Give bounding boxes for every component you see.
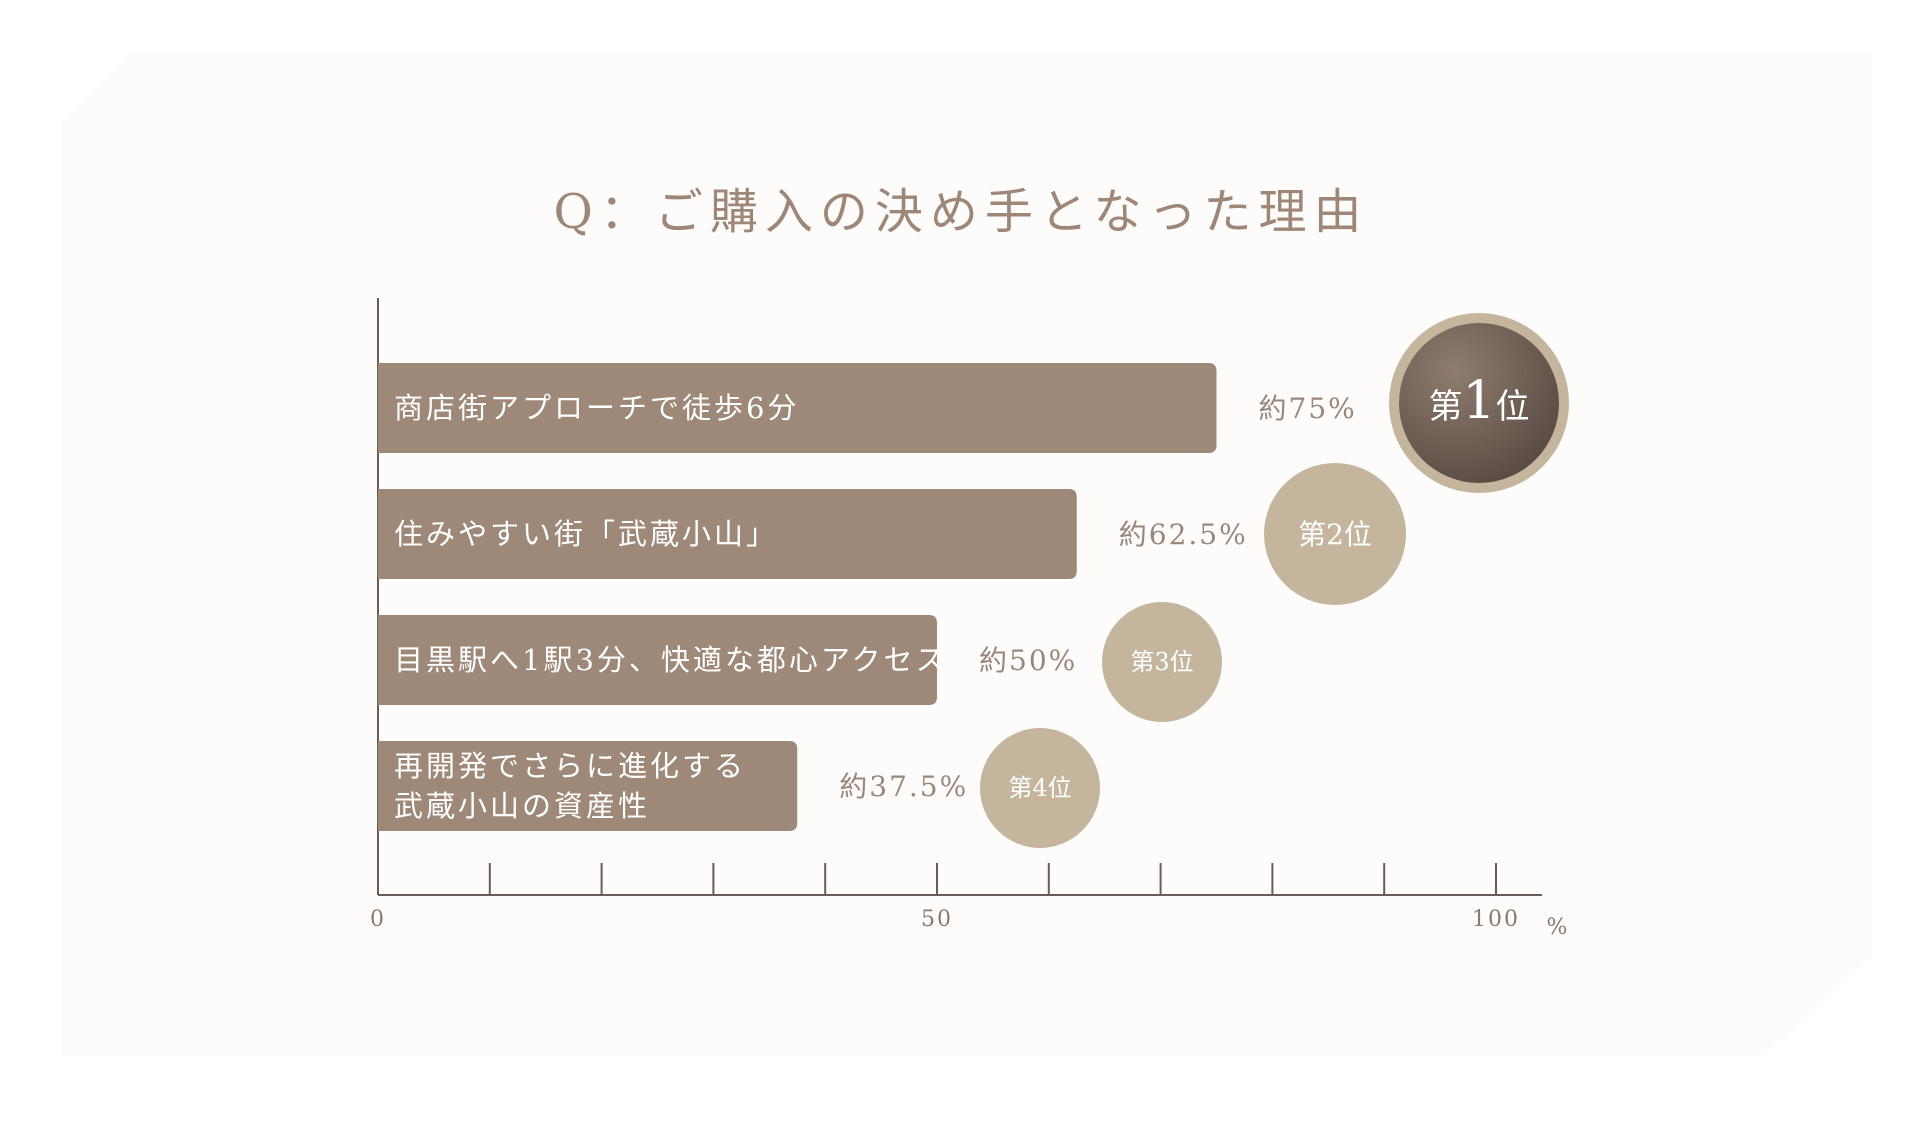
- bar-category-label: 商店街アプローチで徒歩6分: [394, 391, 799, 425]
- bar: [378, 363, 1217, 453]
- bar-category-label: 武蔵小山の資産性: [394, 789, 650, 823]
- x-tick-label: 0: [370, 907, 386, 932]
- bar-value-label: 約62.5%: [1119, 518, 1248, 551]
- x-tick-label: 50: [921, 907, 953, 932]
- bar: [378, 741, 798, 831]
- rank-badge: [1264, 463, 1406, 605]
- rank-badge: [980, 728, 1100, 848]
- rank-badge: [1399, 323, 1559, 483]
- bar-value-label: 約37.5%: [839, 770, 968, 803]
- bar: [378, 489, 1077, 579]
- rank-badge-text: 第4位: [1008, 774, 1071, 802]
- bar-value-label: 約75%: [1259, 392, 1357, 425]
- bar-category-label: 再開発でさらに進化する: [394, 749, 746, 783]
- bar-category-label: 住みやすい街「武蔵小山」: [394, 517, 778, 551]
- rank-badge: [1102, 602, 1222, 722]
- chart-title: Q：ご購入の決め手となった理由: [553, 184, 1369, 240]
- x-tick-label: 100: [1472, 907, 1520, 932]
- rank-badge-text: 第2位: [1298, 518, 1372, 551]
- rank-badge-text: 第3位: [1130, 648, 1193, 676]
- bar: [378, 615, 937, 705]
- bar-category-label: 目黒駅へ1駅3分、快適な都心アクセス: [394, 643, 947, 677]
- x-unit-label: %: [1547, 915, 1570, 940]
- rank-badge-text: 第1位: [1428, 371, 1529, 431]
- bar-value-label: 約50%: [979, 644, 1077, 677]
